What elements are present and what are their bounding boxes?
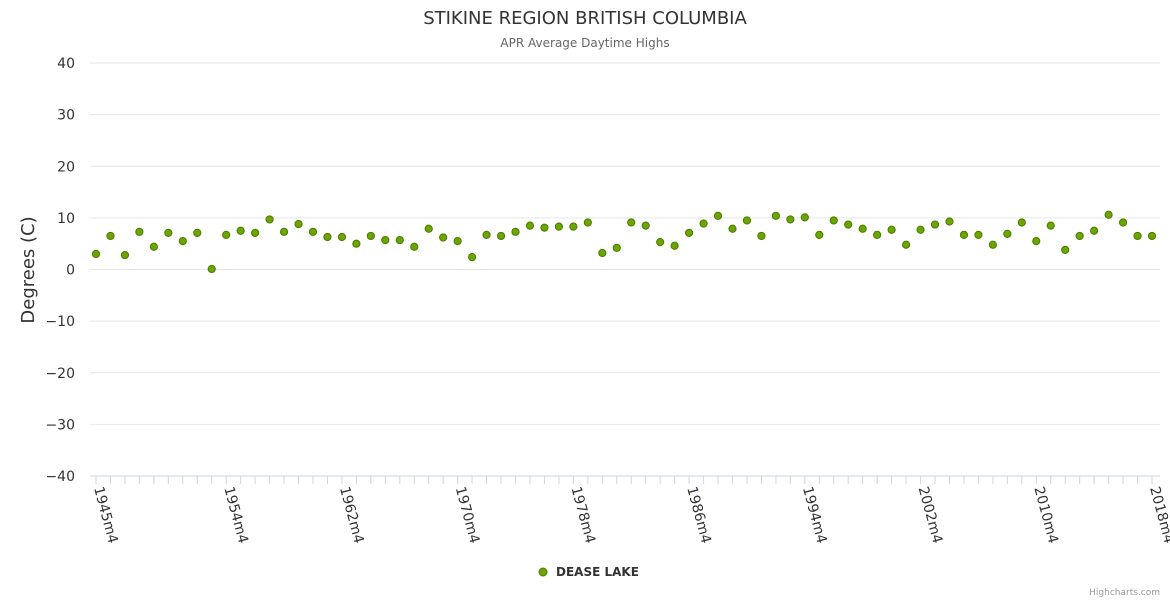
data-point[interactable] — [540, 223, 549, 232]
data-point[interactable] — [511, 227, 520, 236]
data-point[interactable] — [236, 226, 245, 235]
legend-marker — [538, 567, 548, 577]
data-point[interactable] — [366, 231, 375, 241]
data-point[interactable] — [873, 230, 882, 240]
data-point[interactable] — [149, 242, 158, 251]
data-point[interactable] — [120, 250, 130, 260]
data-point[interactable] — [294, 219, 303, 229]
data-point[interactable] — [583, 218, 592, 227]
data-point[interactable] — [91, 249, 101, 259]
data-point[interactable] — [1032, 237, 1041, 246]
data-point[interactable] — [887, 225, 896, 234]
y-tick-label: −20 — [45, 366, 75, 382]
data-point[interactable] — [1104, 210, 1113, 219]
data-point[interactable] — [598, 248, 607, 258]
data-point[interactable] — [858, 224, 867, 233]
data-point[interactable] — [164, 228, 173, 237]
data-point[interactable] — [959, 230, 969, 240]
data-point[interactable] — [352, 239, 361, 248]
credits-link[interactable]: Highcharts.com — [1089, 588, 1160, 598]
data-point[interactable] — [468, 253, 477, 262]
y-tick-label: 20 — [57, 159, 75, 175]
data-point[interactable] — [786, 215, 795, 224]
y-tick-label: 10 — [57, 211, 75, 227]
legend[interactable]: DEASE LAKE — [538, 565, 639, 579]
data-point[interactable] — [742, 216, 752, 225]
data-point[interactable] — [569, 222, 578, 231]
data-point[interactable] — [1046, 221, 1055, 230]
data-point[interactable] — [106, 231, 115, 241]
data-point[interactable] — [974, 230, 983, 240]
data-point[interactable] — [453, 237, 462, 246]
data-point[interactable] — [1090, 226, 1099, 235]
series-dease-lake — [91, 210, 1157, 274]
data-point[interactable] — [410, 242, 419, 251]
data-point[interactable] — [945, 217, 954, 226]
data-point[interactable] — [222, 230, 231, 240]
data-point[interactable] — [844, 220, 853, 229]
data-point[interactable] — [1133, 231, 1142, 241]
data-point[interactable] — [1147, 231, 1157, 241]
data-point[interactable] — [1061, 245, 1070, 254]
data-point[interactable] — [1118, 218, 1128, 227]
y-tick-label: −10 — [45, 314, 75, 330]
data-point[interactable] — [800, 213, 809, 222]
data-point[interactable] — [207, 264, 216, 274]
data-point[interactable] — [612, 243, 621, 252]
y-axis-ticks: 40 30 20 10 0 −10 −20 −30 −40 — [45, 56, 75, 485]
data-point[interactable] — [728, 224, 737, 233]
data-point[interactable] — [988, 240, 997, 249]
y-tick-label: −40 — [45, 469, 75, 485]
data-point[interactable] — [656, 238, 665, 247]
data-point[interactable] — [265, 215, 274, 224]
data-point[interactable] — [713, 211, 723, 220]
data-point[interactable] — [684, 228, 694, 237]
y-axis-label: Degrees (C) — [18, 216, 39, 323]
data-point[interactable] — [1075, 231, 1084, 241]
chart-title: STIKINE REGION BRITISH COLUMBIA — [423, 8, 747, 29]
data-point[interactable] — [193, 228, 202, 237]
data-point[interactable] — [930, 220, 940, 229]
data-point[interactable] — [251, 228, 260, 237]
y-tick-label: 40 — [57, 56, 75, 72]
data-point[interactable] — [901, 240, 911, 249]
data-point[interactable] — [525, 221, 535, 230]
data-point[interactable] — [496, 231, 506, 241]
data-point[interactable] — [308, 227, 318, 236]
chart-subtitle: APR Average Daytime Highs — [500, 36, 669, 50]
data-point[interactable] — [337, 232, 347, 242]
data-point[interactable] — [670, 241, 679, 250]
data-point[interactable] — [757, 231, 766, 241]
legend-label[interactable]: DEASE LAKE — [556, 565, 639, 579]
data-point[interactable] — [699, 219, 708, 228]
data-point[interactable] — [323, 232, 332, 242]
data-point[interactable] — [482, 230, 491, 240]
data-point[interactable] — [135, 227, 144, 236]
y-tick-label: 30 — [57, 108, 75, 124]
y-tick-label: −30 — [45, 417, 75, 433]
data-point[interactable] — [627, 218, 636, 227]
data-point[interactable] — [439, 233, 448, 242]
data-point[interactable] — [395, 235, 404, 245]
data-point[interactable] — [829, 216, 838, 225]
data-point[interactable] — [279, 227, 289, 236]
data-point[interactable] — [424, 224, 433, 233]
y-tick-label: 0 — [66, 263, 75, 279]
data-point[interactable] — [815, 230, 824, 240]
data-point[interactable] — [1017, 218, 1026, 227]
data-point[interactable] — [1003, 229, 1012, 238]
data-point[interactable] — [916, 225, 925, 234]
data-point[interactable] — [641, 221, 650, 230]
data-point[interactable] — [554, 222, 564, 231]
data-point[interactable] — [381, 235, 390, 245]
data-point[interactable] — [771, 211, 780, 220]
data-point[interactable] — [178, 237, 187, 246]
